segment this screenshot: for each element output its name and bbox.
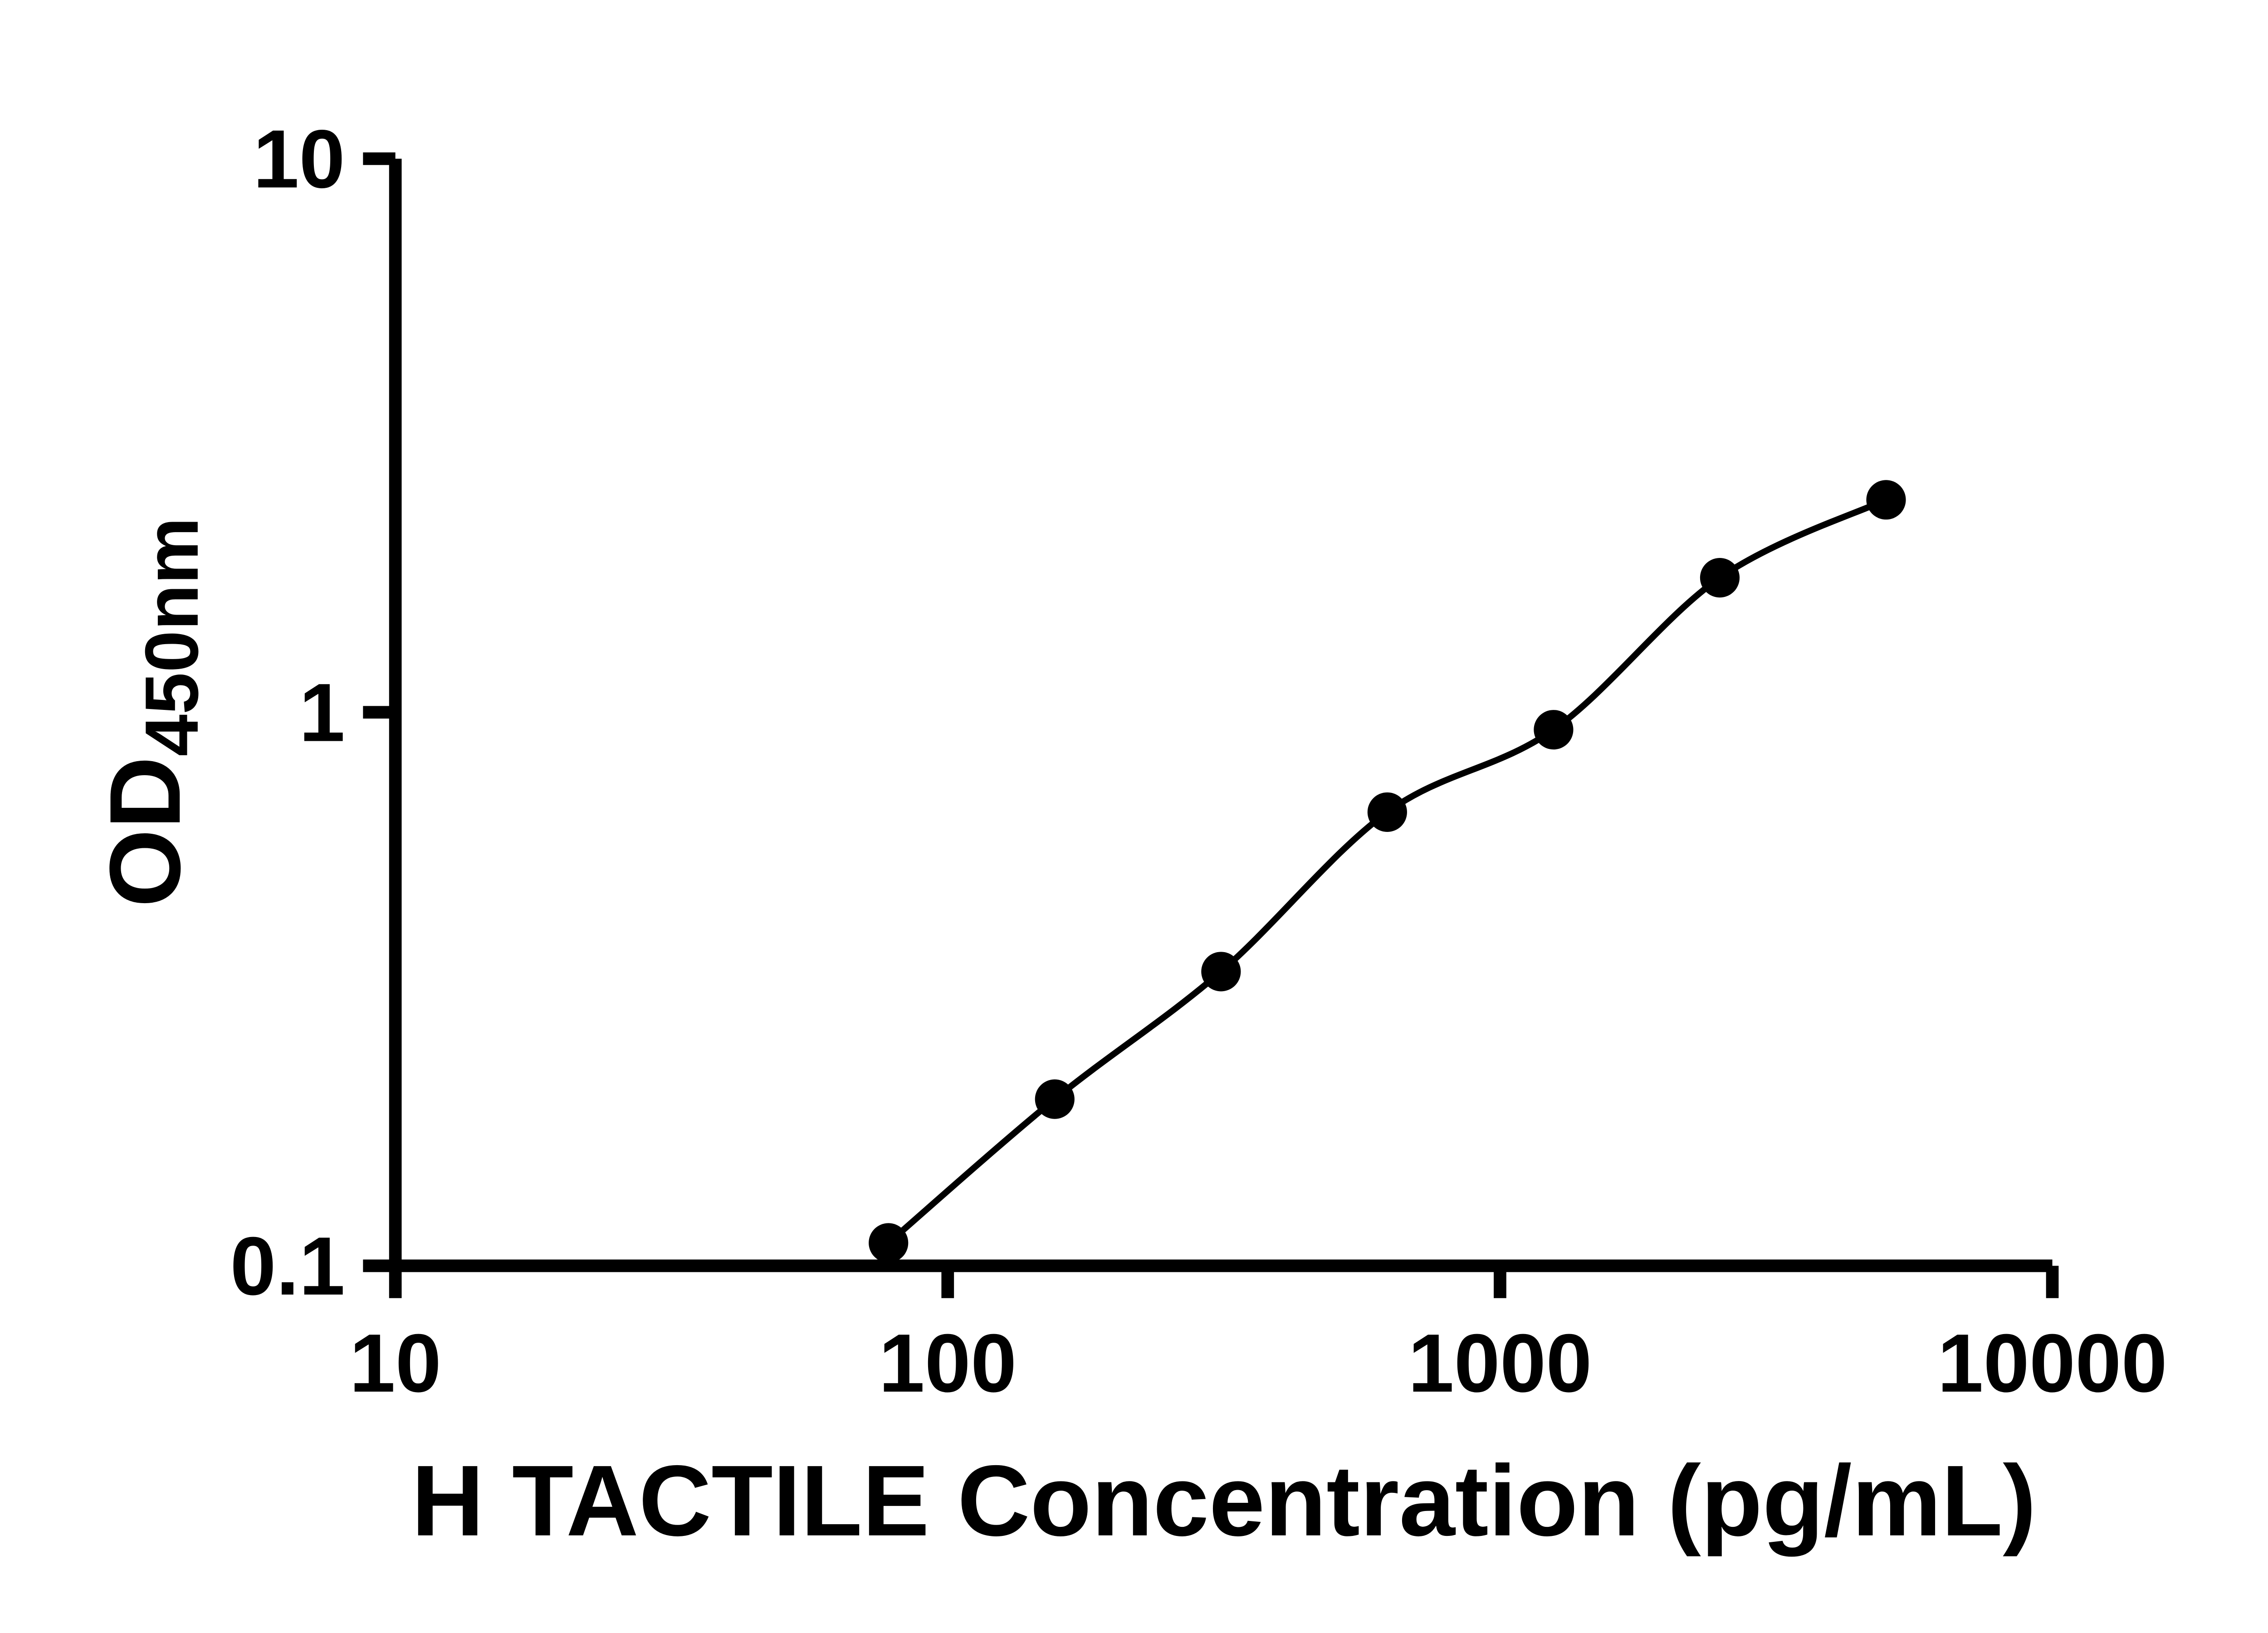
x-axis-title: H TACTILE Concentration (pg/mL) bbox=[411, 1445, 2036, 1557]
data-point bbox=[869, 1223, 909, 1263]
standard-curve-line bbox=[886, 497, 1887, 1246]
y-tick-label: 10 bbox=[253, 112, 345, 205]
axis-lines bbox=[389, 158, 2053, 1272]
data-point bbox=[1534, 710, 1574, 750]
y-axis-title-main: OD bbox=[89, 756, 201, 907]
x-tick-label: 10000 bbox=[1937, 1317, 2167, 1409]
y-tick-label: 1 bbox=[299, 666, 345, 759]
x-tick-label: 100 bbox=[879, 1317, 1017, 1409]
x-tick-label: 10 bbox=[349, 1317, 441, 1409]
y-tick-label: 0.1 bbox=[230, 1220, 345, 1312]
x-tick-label: 1000 bbox=[1408, 1317, 1592, 1409]
data-point bbox=[1700, 558, 1740, 598]
tick-labels-layer: 10 100 1000 10000 0.1 1 10 bbox=[230, 112, 2167, 1409]
data-point bbox=[1201, 952, 1241, 992]
axes-layer bbox=[389, 158, 2053, 1272]
y-axis-title-sub: 450nm bbox=[130, 517, 214, 756]
y-axis-title: OD450nm bbox=[89, 517, 214, 907]
data-point bbox=[1035, 1079, 1075, 1119]
data-point bbox=[1367, 792, 1407, 832]
ticks-layer bbox=[363, 152, 2059, 1298]
data-series-layer bbox=[869, 480, 1906, 1263]
data-point bbox=[1866, 480, 1906, 520]
